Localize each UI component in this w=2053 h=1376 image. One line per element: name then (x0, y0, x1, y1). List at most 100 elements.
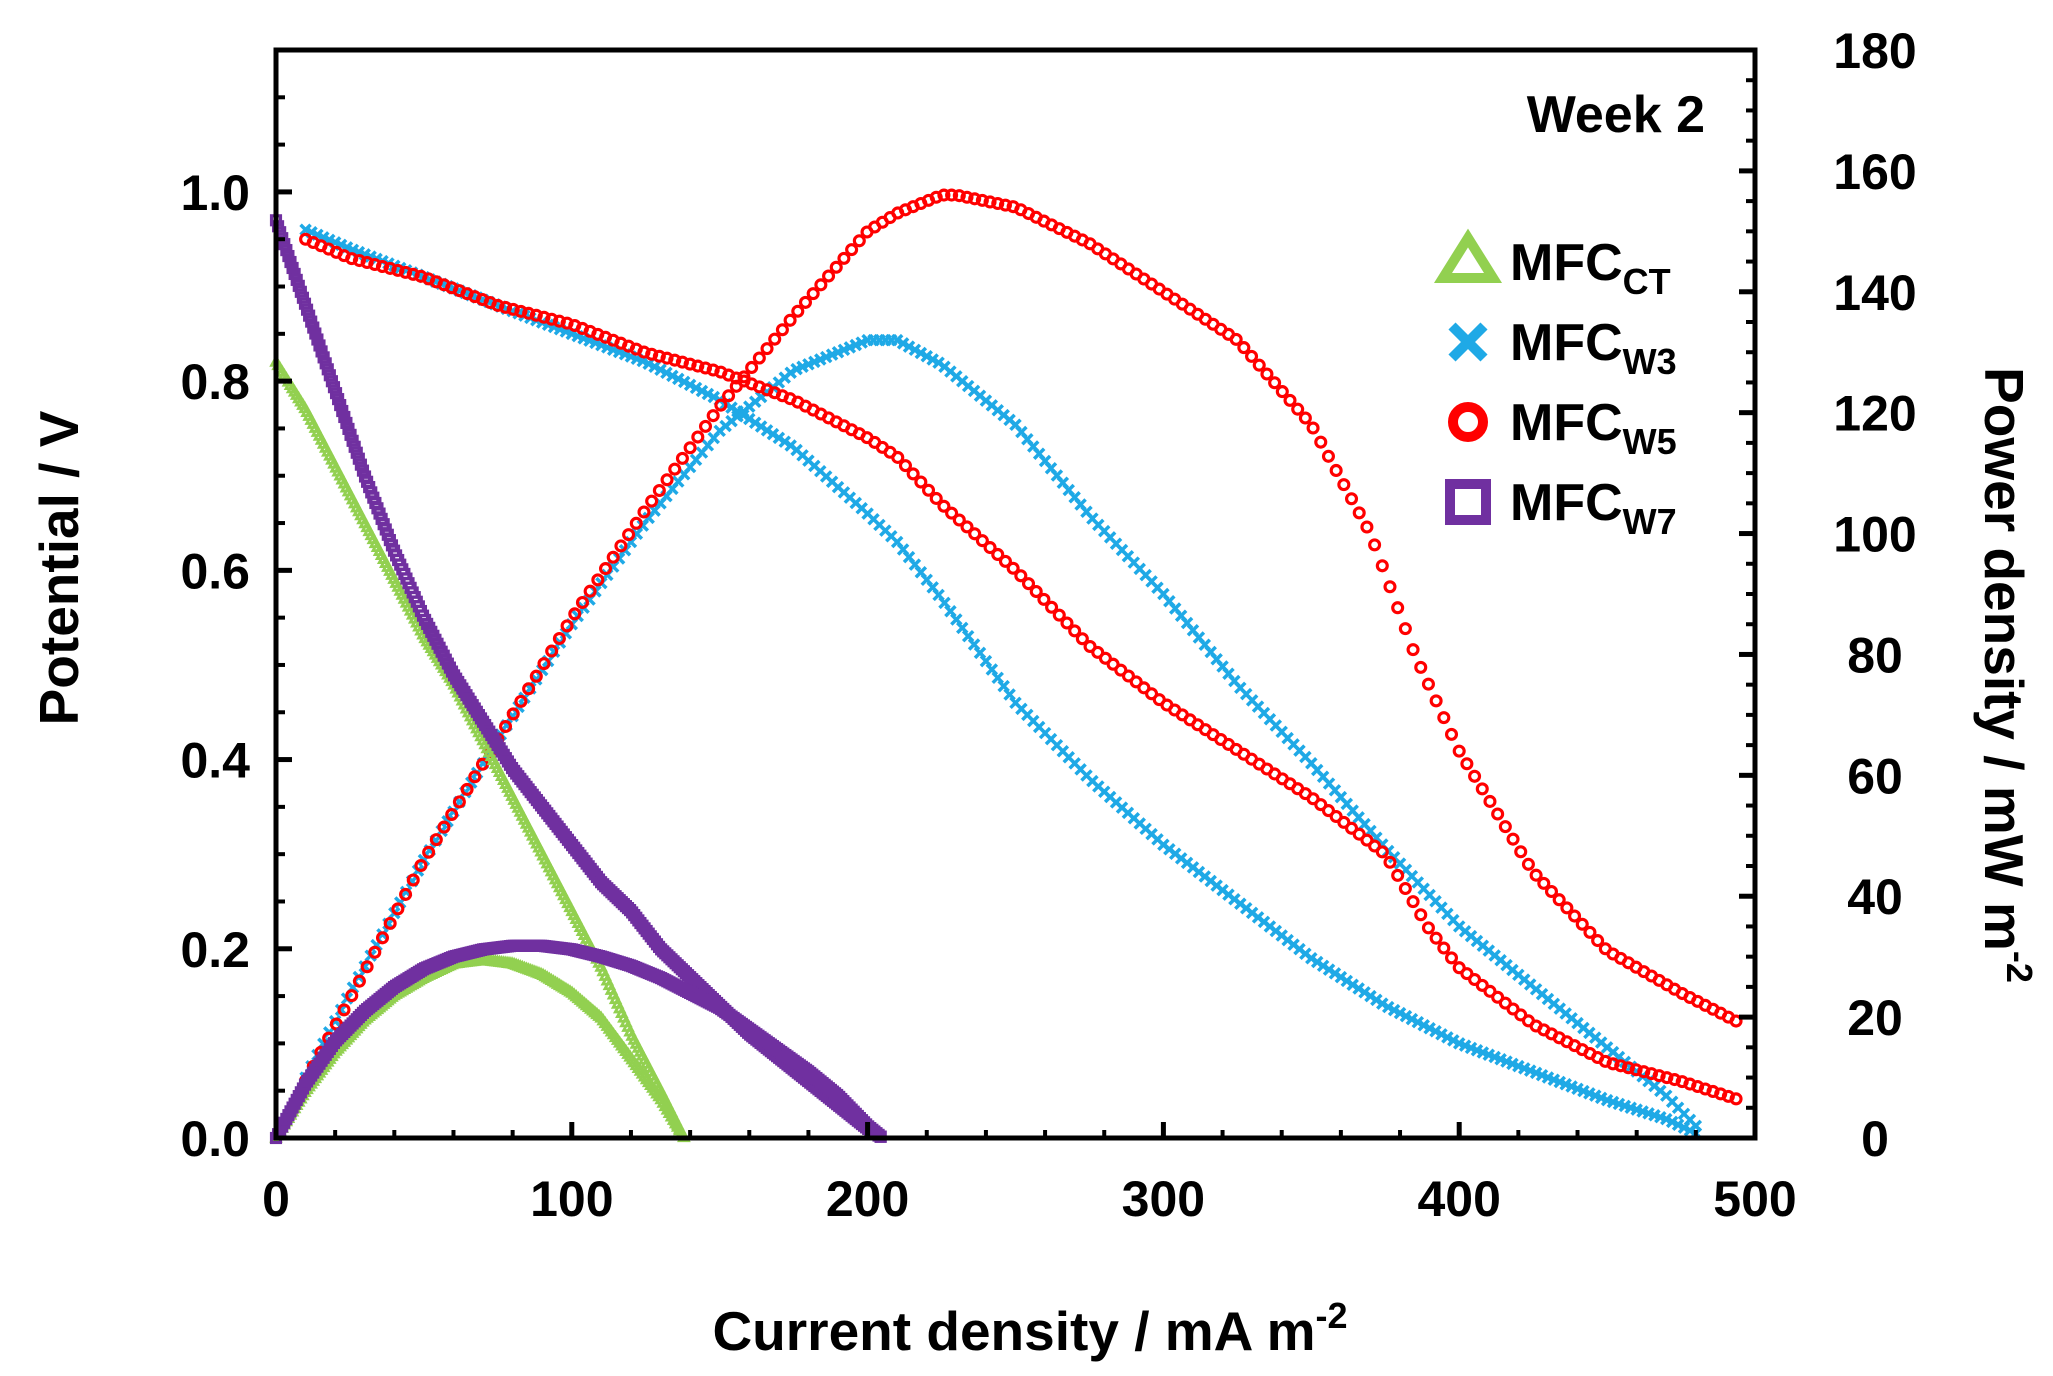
data-point (991, 197, 1005, 211)
x-tick-label: 100 (530, 1171, 613, 1227)
legend-item-w5: MFCW5 (1448, 394, 1677, 462)
legend-label-main: MFC (1510, 234, 1623, 292)
y-right-tick-label: 60 (1847, 748, 1903, 804)
data-point (722, 389, 736, 403)
data-point (499, 719, 513, 734)
data-point (683, 441, 697, 455)
data-point (522, 306, 536, 320)
data-point (583, 584, 597, 598)
data-point (460, 782, 474, 796)
data-point (352, 974, 366, 988)
data-point (652, 483, 666, 497)
data-point (1668, 1073, 1682, 1087)
data-point (1375, 559, 1389, 573)
data-point (706, 363, 720, 377)
data-point (1045, 600, 1059, 614)
data-point (1644, 1067, 1658, 1081)
data-point (852, 234, 866, 248)
data-point (1252, 358, 1266, 372)
data-point (914, 475, 928, 489)
data-point (952, 513, 966, 527)
data-point (1568, 909, 1582, 923)
data-point (506, 302, 520, 316)
data-point (791, 304, 805, 318)
data-point (645, 494, 659, 508)
data-point (1729, 1092, 1743, 1106)
data-point (922, 483, 936, 497)
data-point (798, 295, 813, 309)
data-point (537, 310, 551, 324)
data-point (998, 198, 1012, 212)
data-point (1621, 1061, 1635, 1075)
y-left-tick-label: 0.2 (180, 922, 250, 978)
data-point (391, 902, 405, 916)
tick-labels: 0 100 200 300 400 500 0.0 0.2 0.4 0.6 0.8 1.0 0 20 40 6… (180, 23, 1916, 1227)
data-point (406, 873, 420, 887)
y-right-tick-label: 140 (1833, 265, 1916, 321)
data-point (414, 858, 428, 873)
data-point (1245, 349, 1259, 363)
data-point (399, 887, 413, 901)
series-mfc-w5-power (299, 188, 1743, 1088)
data-point (568, 607, 582, 621)
data-point (1537, 876, 1551, 890)
data-point (675, 355, 689, 369)
data-point (514, 694, 528, 708)
data-point (1437, 941, 1451, 955)
data-point (1560, 901, 1574, 915)
data-point (691, 430, 705, 444)
x-tick-label: 0 (262, 1171, 290, 1227)
data-point (1689, 1119, 1703, 1133)
data-point (1298, 411, 1312, 425)
data-point (1637, 1065, 1651, 1079)
y-axis-left-title: Potential / V (28, 410, 90, 725)
data-point (629, 516, 643, 530)
data-point (891, 450, 905, 464)
data-point (422, 845, 436, 859)
data-point (998, 554, 1012, 568)
data-point (637, 505, 651, 519)
data-point (334, 1003, 348, 1017)
data-point (1337, 478, 1351, 492)
data-point (1498, 820, 1512, 834)
data-point (1421, 921, 1435, 935)
data-point (506, 707, 520, 721)
data-point (937, 188, 951, 202)
data-point (375, 931, 390, 945)
series-mfc-w3-polarization (299, 223, 1703, 1140)
data-point (1514, 845, 1528, 859)
data-point (1437, 711, 1451, 725)
data-point (1414, 908, 1428, 922)
data-point (660, 351, 674, 365)
data-point (606, 550, 620, 564)
data-point (360, 256, 374, 270)
data-point (1391, 868, 1405, 882)
data-point (1314, 435, 1328, 449)
data-point (406, 267, 420, 281)
data-point (1444, 951, 1459, 965)
data-point (1068, 624, 1082, 638)
data-point (1606, 1057, 1620, 1071)
data-point (391, 263, 405, 277)
data-point (945, 188, 959, 202)
legend-label-main: MFC (1510, 474, 1623, 532)
data-point (1398, 622, 1412, 636)
data-point (591, 573, 605, 587)
legend-label: MFCW5 (1510, 394, 1677, 462)
data-point (1060, 616, 1074, 630)
data-point (1429, 931, 1443, 945)
data-point (352, 254, 366, 268)
data-point (975, 534, 989, 548)
data-point (814, 278, 828, 292)
x-tick-label: 300 (1122, 1171, 1205, 1227)
data-point (1506, 832, 1520, 846)
data-point (983, 195, 997, 209)
data-point (514, 304, 528, 318)
data-point (783, 313, 797, 327)
data-point (1383, 855, 1397, 869)
data-point (1591, 934, 1605, 948)
x-tick-label: 200 (826, 1171, 909, 1227)
data-point (452, 795, 466, 809)
data-point (1037, 592, 1051, 606)
